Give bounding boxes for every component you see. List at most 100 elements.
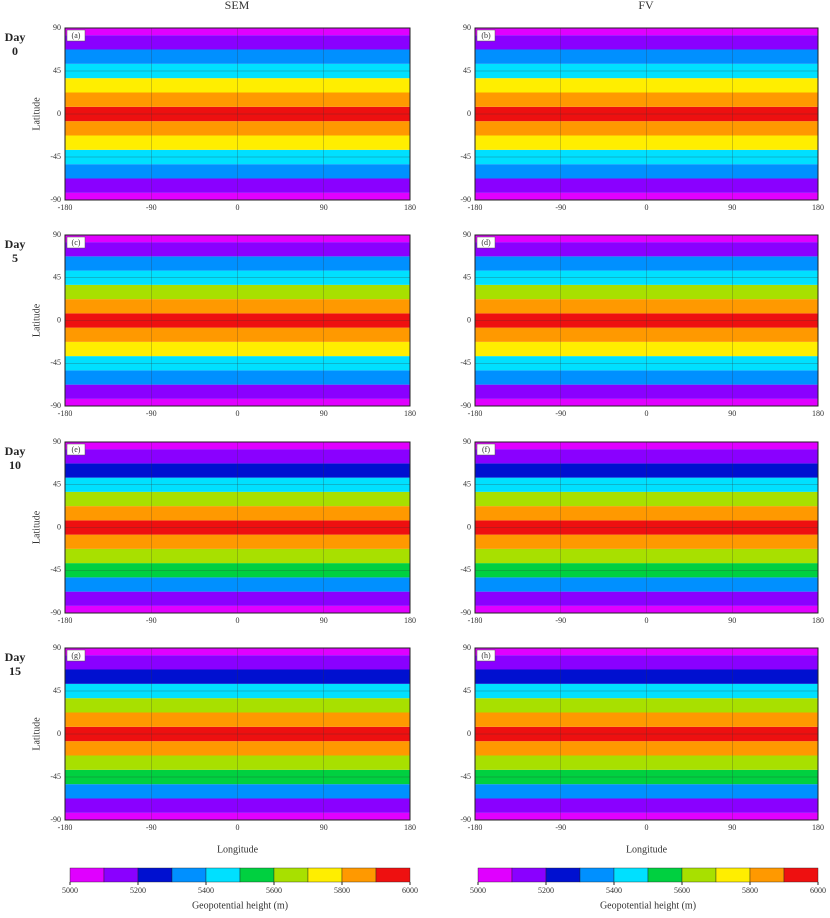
y-tick-label: 0	[57, 109, 61, 118]
y-axis-label: Latitude	[31, 510, 42, 544]
y-tick-label: 45	[463, 66, 471, 75]
y-tick-label: -45	[50, 358, 61, 367]
panel-label-box	[66, 29, 86, 42]
x-tick-label: -90	[146, 616, 157, 625]
colorbar-tick-label: 5200	[538, 886, 554, 895]
colorbar-segment	[103, 867, 139, 883]
x-tick-label: 180	[404, 203, 416, 212]
colorbar-label: Geopotential height (m)	[192, 900, 288, 911]
x-tick-label: 90	[728, 616, 736, 625]
colorbar-tick-label: 5800	[334, 886, 350, 895]
y-tick-label: -45	[460, 772, 471, 781]
x-tick-label: 90	[728, 409, 736, 418]
panel-label: (h)	[481, 651, 491, 660]
x-tick-label: 180	[812, 409, 824, 418]
y-tick-label: -90	[460, 608, 471, 617]
plot-frame	[64, 647, 411, 821]
colorbar-segment	[239, 867, 275, 883]
panel-label-box	[66, 649, 86, 662]
colorbar-tick-label: 5600	[674, 886, 690, 895]
y-tick-label: 0	[57, 729, 61, 738]
colorbar-tick-label: 6000	[810, 886, 826, 895]
y-tick-label: -90	[460, 195, 471, 204]
y-tick-label: -90	[50, 401, 61, 410]
y-tick-label: 0	[467, 729, 471, 738]
y-tick-label: 90	[463, 643, 471, 652]
x-tick-label: 0	[236, 203, 240, 212]
colorbar-segment	[375, 867, 411, 883]
x-tick-label: 180	[404, 409, 416, 418]
colorbar-tick-label: 5200	[130, 886, 146, 895]
y-tick-label: -45	[50, 152, 61, 161]
colorbar-tick-label: 5000	[62, 886, 78, 895]
y-tick-label: -90	[460, 401, 471, 410]
colorbar-tick-label: 6000	[402, 886, 418, 895]
plot-frame	[474, 647, 819, 821]
y-tick-label: 45	[463, 686, 471, 695]
y-tick-label: -90	[50, 815, 61, 824]
colorbar-segment	[613, 867, 649, 883]
x-tick-label: 0	[645, 203, 649, 212]
x-tick-label: -90	[555, 823, 566, 832]
colorbar-segment	[205, 867, 241, 883]
colorbar-tick-label: 5000	[470, 886, 486, 895]
y-tick-label: 90	[463, 437, 471, 446]
x-tick-label: 90	[728, 203, 736, 212]
colorbar-segment	[511, 867, 547, 883]
panel-label-box	[476, 29, 496, 42]
y-axis-label: Latitude	[31, 717, 42, 751]
x-tick-label: 180	[812, 203, 824, 212]
panel-label: (g)	[71, 651, 81, 660]
y-tick-label: -45	[50, 772, 61, 781]
colorbar-segment	[341, 867, 377, 883]
y-tick-label: 0	[57, 315, 61, 324]
colorbar-segment	[273, 867, 309, 883]
x-tick-label: -180	[468, 616, 483, 625]
y-tick-label: 45	[463, 480, 471, 489]
x-tick-label: -90	[146, 409, 157, 418]
x-tick-label: -180	[58, 203, 73, 212]
x-tick-label: -90	[146, 823, 157, 832]
colorbar-segment	[477, 867, 513, 883]
x-tick-label: 180	[812, 616, 824, 625]
x-tick-label: 90	[728, 823, 736, 832]
colorbar-segment	[69, 867, 105, 883]
x-tick-label: 180	[404, 823, 416, 832]
colorbar-segment	[171, 867, 207, 883]
row-label: Day 0	[4, 30, 26, 58]
panel-label-box	[66, 443, 86, 456]
y-tick-label: 90	[53, 23, 61, 32]
y-tick-label: -45	[50, 565, 61, 574]
x-tick-label: -180	[468, 823, 483, 832]
y-tick-label: 45	[53, 480, 61, 489]
panel-label: (a)	[72, 31, 81, 40]
y-tick-label: 90	[53, 437, 61, 446]
plot-frame	[474, 234, 819, 407]
row-label: Day 15	[4, 650, 26, 678]
colorbar-tick-label: 5600	[266, 886, 282, 895]
x-tick-label: 90	[320, 409, 328, 418]
x-tick-label: -180	[468, 409, 483, 418]
panel-label-box	[476, 236, 496, 249]
x-tick-label: 90	[320, 823, 328, 832]
colorbar-segment	[715, 867, 751, 883]
panel-label-box	[476, 443, 496, 456]
plot-frame	[474, 441, 819, 614]
y-tick-label: 45	[53, 273, 61, 282]
y-axis-label: Latitude	[31, 97, 42, 131]
x-tick-label: 0	[645, 616, 649, 625]
y-tick-label: 90	[463, 23, 471, 32]
x-tick-label: 180	[812, 823, 824, 832]
y-tick-label: 45	[463, 273, 471, 282]
x-tick-label: 0	[236, 409, 240, 418]
plot-frame	[64, 441, 411, 614]
plot-frame	[64, 27, 411, 201]
colorbar-segment	[545, 867, 581, 883]
y-tick-label: 0	[467, 315, 471, 324]
row-label: Day 10	[4, 444, 26, 472]
colorbar-segment	[749, 867, 785, 883]
x-tick-label: -180	[58, 823, 73, 832]
plot-frame	[474, 27, 819, 201]
y-tick-label: -45	[460, 152, 471, 161]
